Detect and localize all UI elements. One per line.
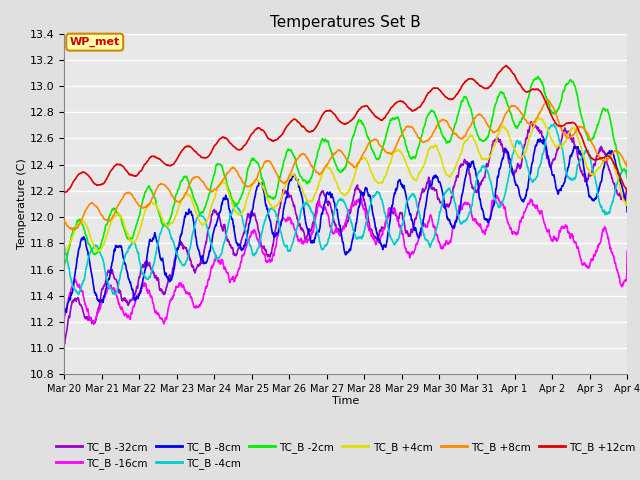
Title: Temperatures Set B: Temperatures Set B (270, 15, 421, 30)
Text: WP_met: WP_met (70, 37, 120, 47)
Y-axis label: Temperature (C): Temperature (C) (17, 158, 27, 250)
Legend: TC_B -32cm, TC_B -16cm, TC_B -8cm, TC_B -4cm, TC_B -2cm, TC_B +4cm, TC_B +8cm, T: TC_B -32cm, TC_B -16cm, TC_B -8cm, TC_B … (51, 438, 640, 473)
X-axis label: Time: Time (332, 396, 359, 406)
